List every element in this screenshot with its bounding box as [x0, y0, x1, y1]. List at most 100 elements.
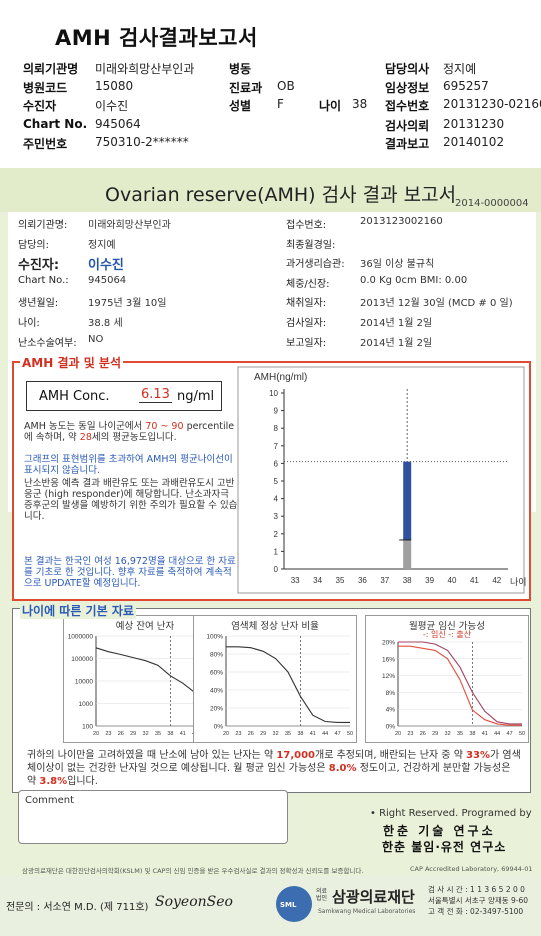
info-label: 체중/신장:: [286, 279, 330, 290]
x-tick-label: 38: [167, 731, 173, 737]
age-section: 예상 잔여 난자 100 1000 10000 100000 1000000 20 23 26…: [12, 608, 531, 793]
x-tick-label: 26: [420, 731, 426, 737]
y-tick-label: 100%: [206, 634, 223, 641]
info-value: 945064: [88, 275, 127, 286]
x-tick-label: 33: [291, 576, 300, 585]
x-tick-label: 29: [260, 731, 266, 737]
x-tick-label: 44: [322, 731, 328, 737]
sml-logo-icon: [276, 886, 312, 922]
amh-range-note: 그래프의 표현범위를 초과하여 AMH의 평균나이선이 표시되지 않습니다.: [24, 454, 233, 476]
footer: 전문의 : 서소연 M.D. (제 711호) SoyeonSeo SML 의료…: [0, 876, 541, 936]
y-tick-label: 4: [274, 495, 279, 504]
info-label: 최종월경일:: [286, 240, 336, 251]
info-label: 나이:: [18, 318, 40, 329]
y-tick-label: 10: [269, 389, 278, 398]
header-value: 695257: [443, 79, 489, 93]
x-tick-label: 38: [403, 576, 412, 585]
y-tick-label: 10000: [75, 679, 93, 686]
x-tick-label: 44: [494, 731, 500, 737]
x-tick-label: 35: [155, 731, 161, 737]
header-label: 성별: [229, 99, 252, 113]
x-tick-label: 20: [223, 731, 229, 737]
mini-chart-title: 예상 잔여 난자: [115, 621, 175, 632]
page-title: AMH 검사결과보고서: [55, 26, 258, 50]
header-label: 병원코드: [23, 81, 68, 95]
mini-chart-title: 월평균 임신 가능성: [409, 621, 485, 632]
mini-chart-title: 염색체 정상 난자 비율: [231, 621, 319, 632]
series-line: [226, 646, 350, 723]
amh-response-text: 난소반응 예측 결과 배란유도 또는 과배란유도시 고반응군 (high res…: [24, 478, 238, 522]
header-label: 접수번호: [385, 99, 430, 113]
x-tick-label: 23: [235, 731, 241, 737]
normal-egg-ratio-chart: 염색체 정상 난자 비율 0% 20% 40% 60% 80% 100% 20 23 26 29 3…: [193, 615, 357, 743]
y-tick-label: 1000: [79, 701, 94, 708]
x-tick-label: 26: [118, 731, 124, 737]
amh-percentile-text: AMH 농도는 동일 나이군에서 70 ~ 90 percentile에 속하며…: [24, 421, 235, 443]
y-tick-label: 4%: [386, 707, 396, 714]
y-tick-label: 40%: [210, 688, 223, 695]
header-value: 20140102: [443, 135, 505, 149]
y-tick-label: 16%: [382, 656, 395, 663]
y-tick-label: 1: [274, 547, 279, 556]
header-label: 결과보고: [385, 137, 430, 151]
comment-label: Comment: [25, 795, 74, 806]
amh-conc-value: 6.13: [139, 387, 172, 403]
y-tick-label: 20%: [382, 640, 395, 647]
header-value: OB: [277, 79, 295, 93]
info-label: 검사일자:: [286, 318, 327, 329]
y-tick-label: 9: [274, 407, 279, 416]
header-label: 나이: [319, 99, 342, 113]
report-header: Ovarian reserve(AMH) 검사 결과 보고서 2014-0000…: [0, 168, 541, 212]
x-tick-label: 41: [180, 731, 186, 737]
header-value: 미래와희망산부인과: [95, 62, 195, 76]
x-tick-label: 47: [507, 731, 513, 737]
age-section-title: 나이에 따른 기본 자료: [20, 602, 136, 619]
y-tick-label: 60%: [210, 670, 223, 677]
header-label: 진료과: [229, 81, 263, 95]
y-axis-label: AMH(ng/ml): [254, 372, 307, 383]
x-tick-label: 38: [469, 731, 475, 737]
amh-conc-label: AMH Conc.: [39, 389, 110, 404]
x-tick-label: 23: [407, 731, 413, 737]
y-tick-label: 8: [274, 424, 279, 433]
info-value: 이수진: [88, 258, 124, 273]
x-tick-label: 35: [285, 731, 291, 737]
amh-conc-box: AMH Conc. 6.13 ng/ml: [26, 381, 222, 411]
header-label: 검사의뢰: [385, 119, 430, 133]
y-tick-label: 100000: [71, 656, 93, 663]
report-number: 2014-0000004: [455, 198, 529, 209]
info-value: 미래와희망산부인과: [88, 220, 171, 231]
org-english-name: Samkwang Medical Laboratories: [318, 908, 416, 915]
y-tick-label: 8%: [386, 690, 396, 697]
info-value: 0.0 Kg 0cm BMI: 0.00: [360, 275, 468, 286]
amh-conc-unit: ng/ml: [177, 389, 215, 404]
amh-data-note: 본 결과는 한국인 여성 16,972명을 대상으로 한 자료를 기초로 한 것…: [24, 556, 236, 589]
mini-chart-svg: 0% 20% 40% 60% 80% 100% 20 23 26 29 32 35 38 41 44 47 50: [206, 634, 353, 738]
chart-frame: [237, 366, 525, 594]
info-value: 2013123002160: [360, 216, 443, 227]
info-label: 보고일자:: [286, 338, 327, 349]
header-value: 15080: [95, 79, 134, 93]
x-tick-label: 23: [105, 731, 111, 737]
x-axis-label: 나이: [510, 577, 527, 587]
info-label: 생년월일:: [18, 298, 59, 309]
scanned-report: Ovarian reserve(AMH) 검사 결과 보고서 2014-0000…: [0, 168, 541, 936]
x-tick-label: 20: [395, 731, 401, 737]
institute-name: 한춘 기술 연구소: [383, 824, 496, 838]
header-row: 주민번호 750310-2****** 결과보고 20140102: [0, 135, 541, 153]
y-tick-label: 3: [274, 512, 279, 521]
x-tick-label: 37: [380, 576, 389, 585]
header-value: 38: [352, 97, 368, 111]
x-tick-label: 32: [273, 731, 279, 737]
accreditation-note: 삼광의료재단은 대한진단검사의학회(KSLM) 및 CAP의 신임 인증을 받은…: [22, 867, 364, 875]
header-label: 담당의사: [385, 62, 430, 76]
y-tick-label: 5: [274, 477, 279, 486]
x-tick-label: 29: [432, 731, 438, 737]
x-tick-label: 42: [492, 576, 501, 585]
amh-chart: AMH(ng/ml) 0 1 2 3 4 5 6 7 8 9 10 33 34 35 36 37 38 39 40 41…: [232, 363, 530, 599]
header-value: 20131230-02160: [443, 97, 541, 111]
institute-name: 한춘 불임·유전 연구소: [382, 840, 507, 854]
x-tick-label: 35: [457, 731, 463, 737]
rights-text: • Right Reserved. Programed by: [370, 808, 532, 819]
x-tick-label: 36: [358, 576, 367, 585]
